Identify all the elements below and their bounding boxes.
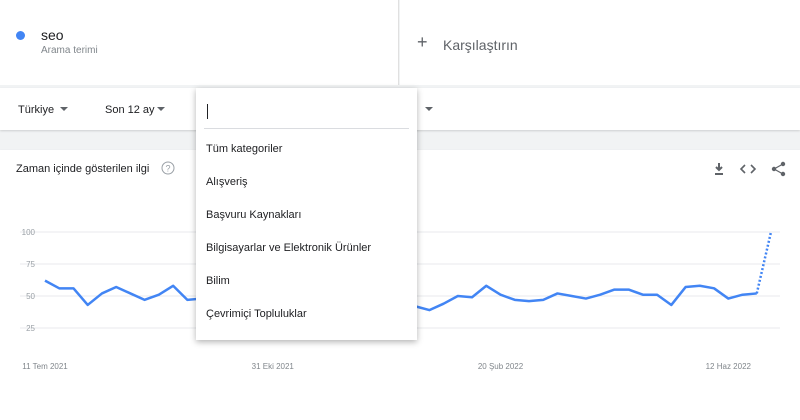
filter-country[interactable]: Türkiye — [18, 104, 55, 116]
cursor — [207, 104, 208, 119]
dropdown-item[interactable]: Bilgisayarlar ve Elektronik Ürünler — [206, 242, 372, 254]
search-term-card[interactable]: seo Arama terimi — [0, 0, 399, 85]
dropdown-arrow — [425, 107, 433, 111]
dropdown-item[interactable]: Başvuru Kaynakları — [206, 209, 302, 221]
svg-text:?: ? — [165, 164, 170, 174]
dropdown-item[interactable]: Tüm kategoriler — [206, 143, 283, 155]
compare-label: Karşılaştırın — [443, 37, 518, 53]
y-tick-label: 25 — [26, 324, 35, 333]
dropdown-item[interactable]: Alışveriş — [206, 176, 248, 188]
dropdown-arrow — [60, 107, 68, 111]
x-tick-label: 11 Tem 2021 — [22, 362, 68, 371]
toolbar-icons[interactable] — [714, 161, 790, 177]
y-tick-label: 100 — [22, 228, 36, 237]
y-tick-label: 75 — [26, 260, 35, 269]
help-icon[interactable]: ? — [161, 161, 175, 175]
term-subtitle: Arama terimi — [41, 45, 98, 56]
x-tick-label: 31 Eki 2021 — [252, 362, 295, 371]
filter-time[interactable]: Son 12 ay — [105, 104, 155, 116]
dropdown-item[interactable]: Bilim — [206, 275, 230, 287]
term-dot — [16, 31, 25, 40]
dropdown-item[interactable]: Çevrimiçi Topluluklar — [206, 308, 307, 320]
compare-card[interactable]: + Karşılaştırın — [400, 0, 800, 85]
x-tick-label: 12 Haz 2022 — [706, 362, 752, 371]
term: seo — [41, 27, 64, 43]
chart-title: Zaman içinde gösterilen ilgi — [16, 163, 150, 175]
partial-line — [755, 231, 773, 294]
search-input[interactable] — [204, 96, 409, 129]
category-dropdown: Tüm kategoriler Alışveriş Başvuru Kaynakla… — [196, 88, 417, 340]
dropdown-arrow — [157, 107, 165, 111]
x-tick-label: 20 Şub 2022 — [478, 362, 524, 371]
y-tick-label: 50 — [26, 292, 35, 301]
plus-icon: + — [417, 32, 428, 52]
